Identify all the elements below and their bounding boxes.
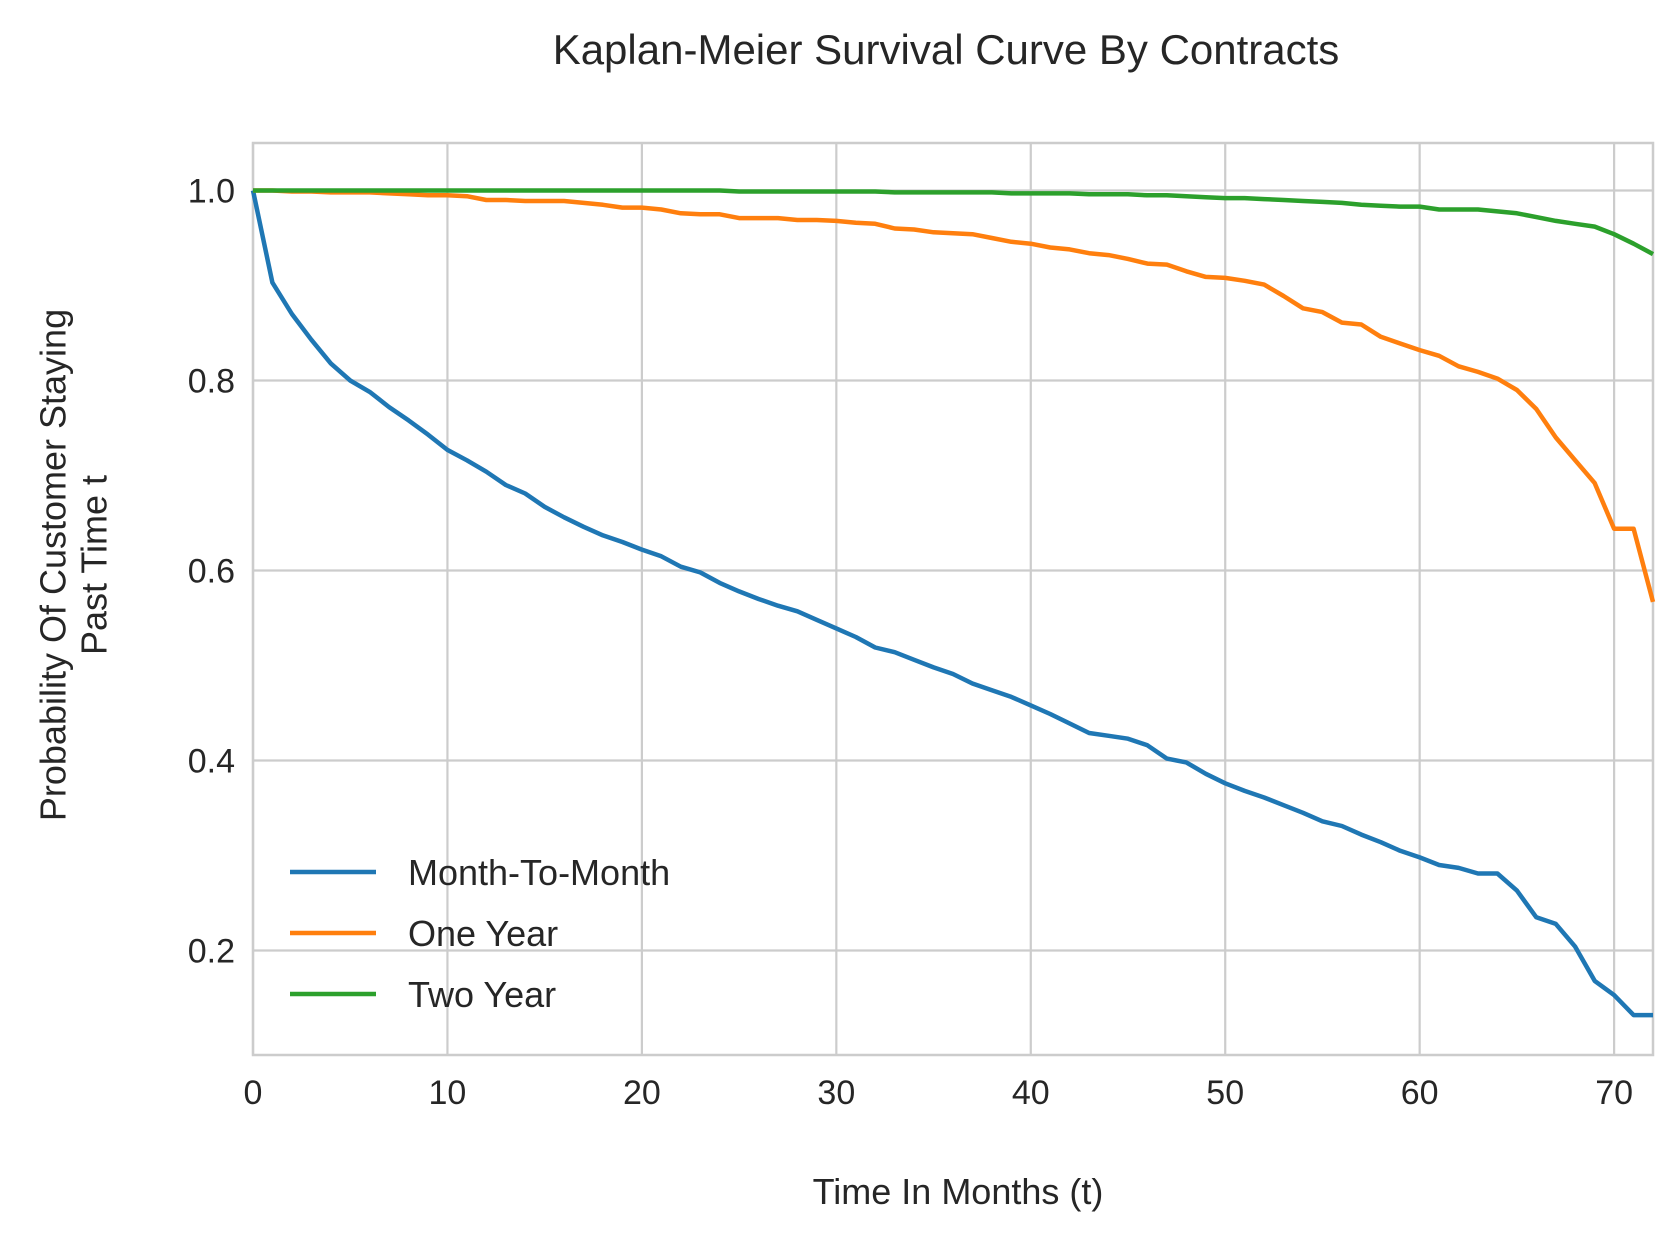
series-line-one-year xyxy=(253,188,1656,603)
x-tick-label: 70 xyxy=(1595,1074,1633,1112)
y-tick-label: 0.6 xyxy=(188,553,235,591)
x-tick-label: 50 xyxy=(1206,1074,1244,1112)
y-tick-label: 0.8 xyxy=(188,363,235,401)
legend-label-two-year: Two Year xyxy=(408,974,556,1015)
x-tick-label: 20 xyxy=(623,1074,661,1112)
x-tick-label: 10 xyxy=(429,1074,467,1112)
y-tick-label: 0.2 xyxy=(188,933,235,971)
legend-label-one-year: One Year xyxy=(408,913,558,954)
x-axis-label: Time In Months (t) xyxy=(813,1171,1104,1212)
y-tick-label: 1.0 xyxy=(188,173,235,211)
x-tick-label: 60 xyxy=(1401,1074,1439,1112)
legend-label-month-to-month: Month-To-Month xyxy=(408,852,670,893)
y-tick-labels: 0.2 0.4 0.6 0.8 1.0 xyxy=(188,173,235,971)
y-tick-label: 0.4 xyxy=(188,743,235,781)
chart-title: Kaplan-Meier Survival Curve By Contracts xyxy=(553,26,1340,73)
x-tick-labels: 0 10 20 30 40 50 60 70 xyxy=(244,1074,1633,1112)
x-tick-label: 30 xyxy=(817,1074,855,1112)
y-axis-label-line-1: Probability Of Customer Staying xyxy=(33,309,74,821)
series-layer xyxy=(250,188,1656,1018)
y-axis-label: Probability Of Customer Staying Past Tim… xyxy=(33,309,115,821)
series-line-two-year xyxy=(253,188,1655,257)
x-tick-label: 40 xyxy=(1012,1074,1050,1112)
x-tick-label: 0 xyxy=(244,1074,263,1112)
y-axis-label-line-2: Past Time t xyxy=(74,475,115,655)
series-line-month-to-month xyxy=(250,190,1653,1018)
legend: Month-To-Month One Year Two Year xyxy=(290,852,670,1015)
